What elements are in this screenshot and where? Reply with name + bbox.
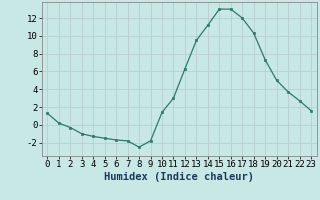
X-axis label: Humidex (Indice chaleur): Humidex (Indice chaleur) <box>104 172 254 182</box>
